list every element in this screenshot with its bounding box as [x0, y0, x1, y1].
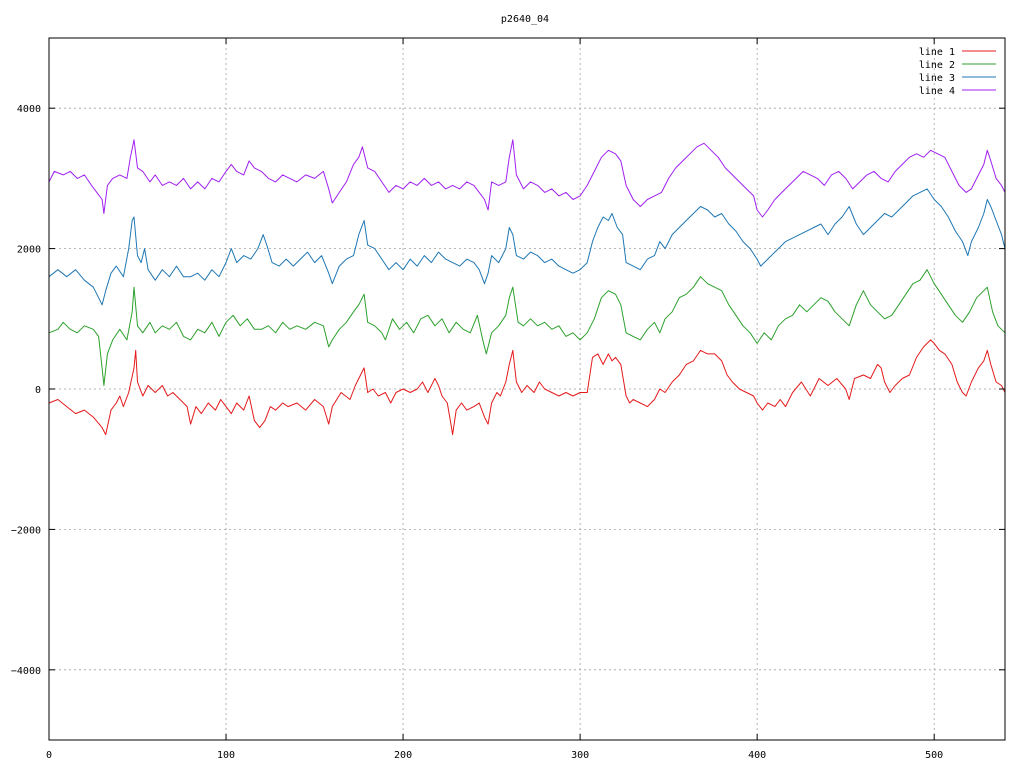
- legend-label: line 1: [919, 47, 955, 58]
- x-tick-label: 400: [748, 750, 766, 761]
- y-tick-label: −2000: [11, 525, 41, 536]
- x-tick-label: 300: [571, 750, 589, 761]
- legend-label: line 4: [919, 86, 955, 97]
- x-tick-label: 200: [394, 750, 412, 761]
- series-line-1: [48, 339, 1006, 436]
- legend: line 1 line 2 line 3 line 4: [919, 47, 996, 97]
- legend-label: line 3: [919, 73, 955, 84]
- series-group: [48, 139, 1006, 436]
- y-tick-label: 4000: [17, 104, 41, 115]
- y-tick-label: 0: [35, 385, 41, 396]
- chart-title: p2640_04: [501, 14, 549, 25]
- axis-ticks: 0 100 200 300 400 500 −4000 −2000 0 2000 4000: [11, 38, 1005, 761]
- series-line-4: [48, 139, 1006, 218]
- legend-label: line 2: [919, 60, 955, 71]
- y-tick-label: 2000: [17, 245, 41, 256]
- series-line-3: [48, 188, 1006, 306]
- x-tick-label: 500: [925, 750, 943, 761]
- y-tick-label: −4000: [11, 666, 41, 677]
- x-tick-label: 0: [46, 750, 52, 761]
- x-tick-label: 100: [217, 750, 235, 761]
- series-line-2: [48, 269, 1006, 386]
